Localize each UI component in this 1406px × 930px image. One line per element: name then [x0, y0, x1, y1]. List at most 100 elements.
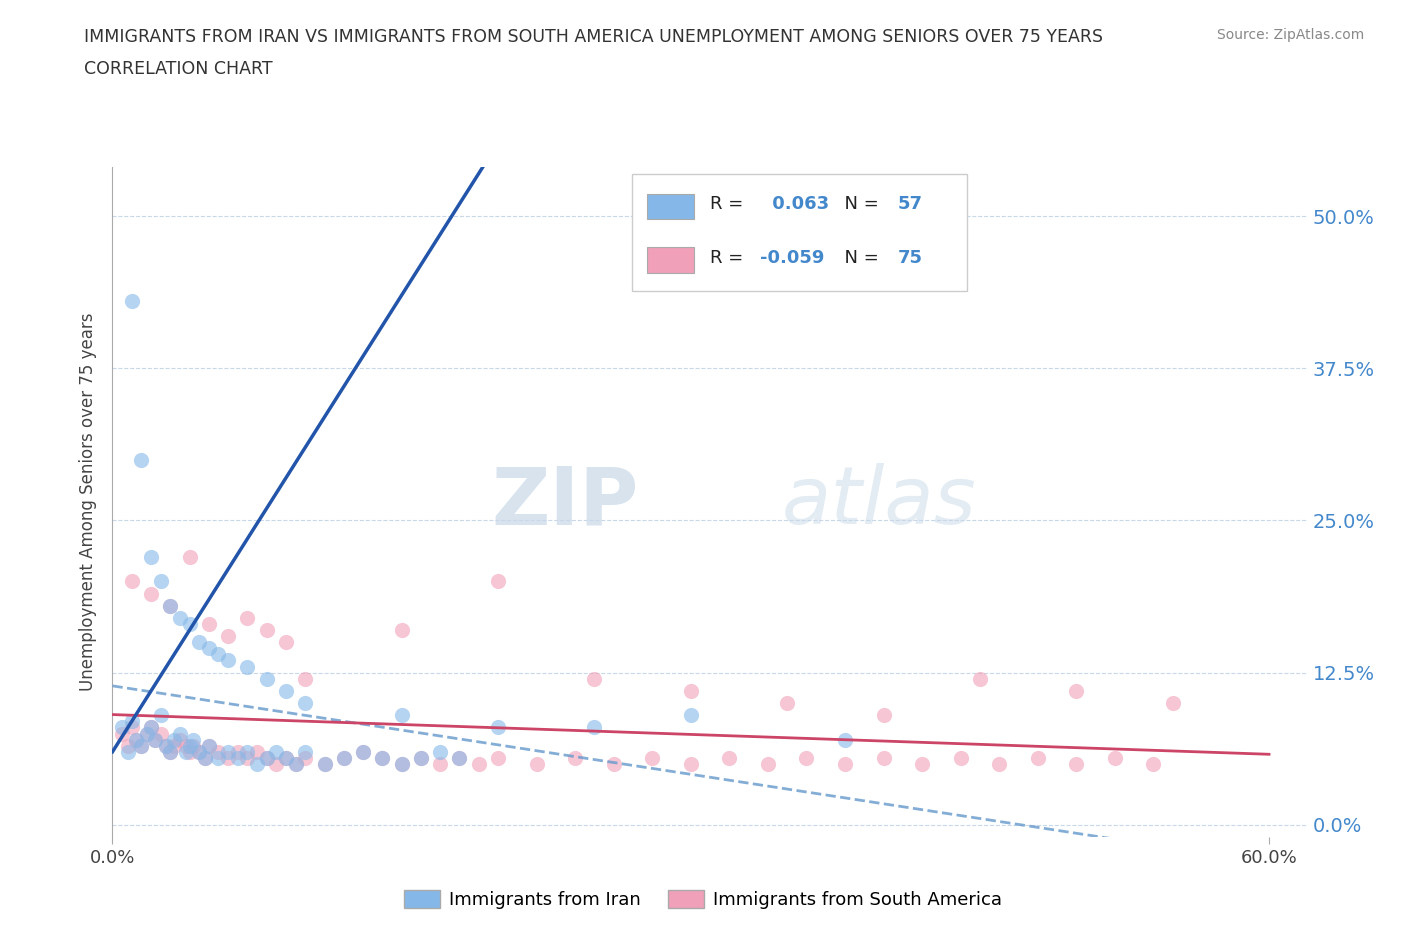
Point: [149, 574, 172, 589]
Text: -0.059: -0.059: [761, 249, 824, 267]
Point: [236, 610, 259, 625]
Point: [121, 294, 143, 309]
Point: [274, 635, 297, 650]
Point: [718, 751, 741, 765]
Point: [226, 744, 249, 759]
Point: [194, 751, 217, 765]
Point: [139, 720, 162, 735]
FancyBboxPatch shape: [633, 174, 967, 291]
Point: [988, 756, 1011, 771]
Point: [679, 684, 702, 698]
Point: [564, 751, 586, 765]
Point: [198, 617, 221, 631]
Point: [352, 744, 374, 759]
Text: N =: N =: [834, 195, 884, 213]
Point: [834, 756, 856, 771]
Point: [117, 738, 139, 753]
Point: [198, 738, 221, 753]
Point: [143, 732, 166, 747]
Point: [236, 659, 259, 674]
Point: [217, 653, 239, 668]
Point: [159, 598, 181, 613]
Point: [169, 732, 191, 747]
Point: [124, 732, 146, 747]
Point: [486, 720, 509, 735]
Point: [429, 744, 451, 759]
Point: [284, 756, 307, 771]
Point: [121, 720, 143, 735]
Point: [391, 622, 413, 637]
Point: [391, 756, 413, 771]
Point: [796, 751, 818, 765]
Point: [872, 708, 894, 723]
Point: [207, 751, 229, 765]
Point: [756, 756, 779, 771]
Point: [371, 751, 394, 765]
Point: [1064, 756, 1087, 771]
Point: [159, 744, 181, 759]
Point: [294, 751, 316, 765]
Bar: [647, 193, 695, 219]
Point: [139, 586, 162, 601]
Legend: Immigrants from Iran, Immigrants from South America: Immigrants from Iran, Immigrants from So…: [396, 883, 1010, 916]
Point: [274, 751, 297, 765]
Point: [183, 732, 205, 747]
Point: [183, 738, 205, 753]
Point: [391, 756, 413, 771]
Point: [163, 732, 186, 747]
Point: [1026, 751, 1049, 765]
Point: [294, 671, 316, 686]
Point: [274, 751, 297, 765]
Point: [256, 671, 278, 686]
Point: [969, 671, 991, 686]
Point: [1104, 751, 1126, 765]
Point: [194, 751, 217, 765]
Point: [314, 756, 336, 771]
Point: [246, 744, 269, 759]
Point: [949, 751, 972, 765]
Point: [131, 452, 153, 467]
Point: [429, 756, 451, 771]
Point: [149, 726, 172, 741]
Point: [143, 732, 166, 747]
Point: [188, 744, 211, 759]
Point: [1064, 684, 1087, 698]
Bar: [647, 247, 695, 272]
Point: [149, 708, 172, 723]
Point: [284, 756, 307, 771]
Point: [526, 756, 548, 771]
Text: 57: 57: [897, 195, 922, 213]
Text: ZIP: ZIP: [491, 463, 638, 541]
Point: [266, 744, 288, 759]
Point: [486, 574, 509, 589]
Point: [333, 751, 356, 765]
Point: [274, 684, 297, 698]
Point: [188, 635, 211, 650]
Point: [679, 756, 702, 771]
Text: 0.063: 0.063: [766, 195, 830, 213]
Point: [449, 751, 471, 765]
Point: [352, 744, 374, 759]
Point: [179, 550, 201, 565]
Text: R =: R =: [710, 249, 749, 267]
Point: [314, 756, 336, 771]
Text: IMMIGRANTS FROM IRAN VS IMMIGRANTS FROM SOUTH AMERICA UNEMPLOYMENT AMONG SENIORS: IMMIGRANTS FROM IRAN VS IMMIGRANTS FROM …: [84, 28, 1104, 46]
Point: [139, 550, 162, 565]
Text: Source: ZipAtlas.com: Source: ZipAtlas.com: [1216, 28, 1364, 42]
Point: [198, 738, 221, 753]
Point: [256, 751, 278, 765]
Point: [834, 732, 856, 747]
Point: [207, 647, 229, 662]
Point: [207, 744, 229, 759]
Point: [169, 610, 191, 625]
Point: [124, 732, 146, 747]
Point: [256, 751, 278, 765]
Point: [155, 738, 177, 753]
Point: [583, 671, 606, 686]
Point: [155, 738, 177, 753]
Point: [217, 751, 239, 765]
Point: [1142, 756, 1164, 771]
Text: N =: N =: [834, 249, 884, 267]
Point: [131, 738, 153, 753]
Point: [188, 744, 211, 759]
